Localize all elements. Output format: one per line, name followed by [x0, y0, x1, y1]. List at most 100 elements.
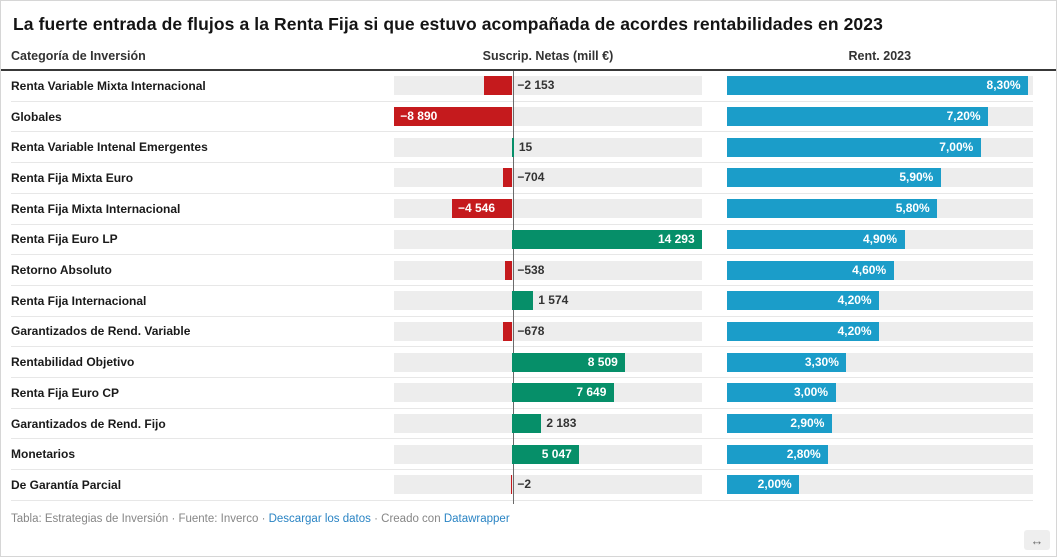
flow-value-label: −2 153: [517, 78, 555, 93]
flows-bar-cell: 2 183: [394, 414, 702, 434]
category-label: Renta Fija Mixta Euro: [11, 170, 134, 185]
flow-value-label: 7 649: [576, 385, 607, 400]
column-header-category: Categoría de Inversión: [11, 49, 146, 63]
table-row: Rentabilidad Objetivo 8 509 3,30%: [11, 347, 1033, 379]
rent-value-label: 5,80%: [895, 201, 930, 216]
rent-value-label: 2,00%: [757, 477, 792, 492]
column-gap: [702, 383, 727, 402]
category-label: Globales: [11, 109, 62, 124]
category-label: De Garantía Parcial: [11, 477, 122, 492]
rent-bar: [726, 168, 941, 188]
flows-bar-cell: −2 153: [394, 76, 702, 96]
returns-bar-cell: 8,30%: [726, 76, 1033, 96]
flow-value-label: −704: [517, 170, 545, 185]
table-row: Renta Fija Mixta Internacional −4 546 5,…: [11, 194, 1033, 225]
flows-bar-cell: −4 546: [394, 199, 702, 219]
returns-bar-cell: 5,80%: [726, 199, 1033, 219]
table-row: Globales −8 890 7,20%: [11, 102, 1033, 133]
flows-track: [394, 291, 702, 311]
flow-value-label: 2 183: [546, 416, 577, 431]
rent-bar: [726, 444, 829, 464]
category-label: Garantizados de Rend. Fijo: [11, 416, 166, 431]
returns-bar-cell: 4,60%: [726, 260, 1033, 280]
table-row: Renta Variable Intenal Emergentes 15 7,0…: [11, 132, 1033, 164]
flows-track: [394, 260, 702, 280]
flow-bar: [512, 414, 542, 434]
datawrapper-link[interactable]: Datawrapper: [443, 512, 510, 525]
flow-bar: [512, 444, 580, 464]
category-label: Renta Variable Intenal Emergentes: [11, 140, 208, 155]
flow-bar: [483, 76, 513, 96]
rent-bar: [726, 229, 905, 249]
chart-footer: Tabla: Estrategias de Inversión · Fuente…: [11, 513, 1044, 525]
table-header: Categoría de Inversión Suscrip. Netas (m…: [1, 41, 1056, 71]
rent-value-label: 3,00%: [793, 385, 828, 400]
flow-value-label: 8 509: [587, 354, 618, 369]
flow-value-label: −2: [517, 477, 532, 492]
returns-bar-cell: 3,30%: [726, 352, 1033, 372]
column-gap: [702, 291, 727, 310]
flow-bar: [510, 475, 513, 495]
rent-bar: [726, 383, 836, 403]
rent-value-label: 4,90%: [863, 231, 898, 246]
returns-bar-cell: 7,20%: [726, 107, 1033, 127]
column-gap: [702, 414, 727, 433]
returns-bar-cell: 5,90%: [726, 168, 1033, 188]
returns-bar-cell: 2,80%: [726, 444, 1033, 464]
table-row: Garantizados de Rend. Variable −678 4,20…: [11, 317, 1033, 348]
flows-bar-cell: 14 293: [394, 229, 703, 249]
flow-value-label: 15: [518, 139, 533, 154]
flows-bar-cell: 5 047: [394, 444, 702, 464]
flow-value-label: 1 574: [538, 293, 569, 308]
table-row: Monetarios 5 047 2,80%: [11, 439, 1033, 471]
table-row: Garantizados de Rend. Fijo 2 183 2,90%: [11, 409, 1033, 440]
column-header-flows: Suscrip. Netas (mill €): [482, 49, 614, 63]
flow-value-label: −538: [517, 262, 545, 277]
rent-value-label: 3,30%: [804, 354, 839, 369]
column-gap: [702, 353, 727, 372]
rent-value-label: 8,30%: [986, 78, 1021, 93]
rent-bar: [726, 352, 847, 372]
download-data-link[interactable]: Descargar los datos: [268, 512, 371, 525]
flows-track: [394, 321, 702, 341]
table-row: Renta Fija Mixta Euro −704 5,90%: [11, 163, 1033, 194]
flows-bar-cell: −8 890: [394, 107, 702, 127]
column-gap: [702, 199, 727, 218]
column-gap: [702, 475, 727, 494]
flows-track: [394, 137, 702, 157]
flow-value-label: −8 890: [400, 109, 438, 124]
flows-bar-cell: −2: [394, 475, 702, 495]
category-label: Renta Fija Euro CP: [11, 385, 120, 400]
chart-title: La fuerte entrada de flujos a la Renta F…: [13, 14, 883, 34]
rent-bar: [726, 321, 880, 341]
returns-bar-cell: 4,90%: [726, 229, 1033, 249]
flow-bar: [512, 291, 534, 311]
returns-bar-cell: 2,00%: [726, 475, 1033, 495]
flows-track: [394, 475, 702, 495]
returns-track: [726, 475, 1033, 495]
flows-track: [394, 414, 702, 434]
rent-bar: [726, 291, 880, 311]
rent-value-label: 7,00%: [939, 139, 974, 154]
flow-bar: [394, 107, 513, 127]
table-row: Retorno Absoluto −538 4,60%: [11, 255, 1033, 286]
flows-bar-cell: −704: [394, 168, 702, 188]
flow-bar: [503, 321, 513, 341]
flow-value-label: 14 293: [657, 231, 695, 246]
flow-bar: [512, 352, 626, 372]
table-row: Renta Fija Euro CP 7 649 3,00%: [11, 378, 1033, 409]
flow-bar: [512, 383, 614, 403]
column-gap: [702, 107, 727, 126]
flow-bar: [451, 199, 513, 219]
resize-handle-icon[interactable]: ↔: [1024, 530, 1050, 550]
rent-value-label: 2,90%: [790, 416, 825, 431]
attribution-text: Tabla: Estrategias de Inversión · Fuente…: [11, 512, 266, 525]
rent-bar: [726, 414, 832, 434]
flow-bar: [505, 260, 513, 280]
zero-axis-line: [513, 71, 515, 504]
returns-bar-cell: 7,00%: [726, 137, 1033, 157]
category-label: Renta Fija Mixta Internacional: [11, 201, 181, 216]
rent-value-label: 4,60%: [852, 262, 887, 277]
flows-bar-cell: 15: [394, 137, 702, 157]
rent-value-label: 4,20%: [837, 323, 872, 338]
